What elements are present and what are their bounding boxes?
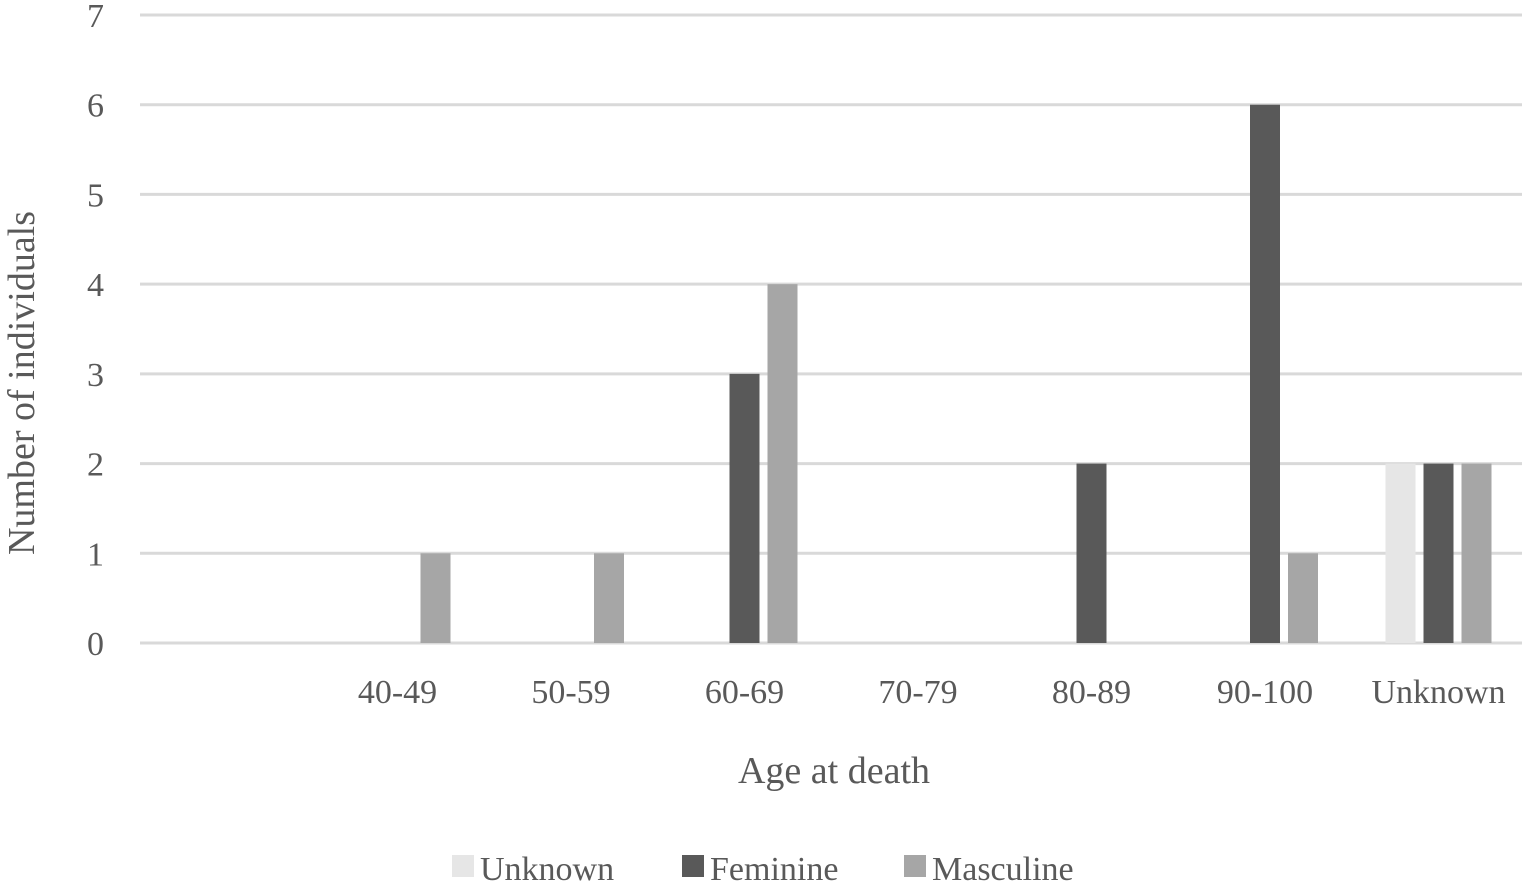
x-tick-label: 60-69 [705,674,784,711]
bar-feminine-Unknown [1423,463,1454,643]
bars [420,104,1492,643]
x-axis-ticks: 40-49 50-59 60-69 70-79 80-89 90-100 Unknown [358,674,1506,711]
x-axis-title: Age at death [738,750,930,792]
y-tick-label: 0 [87,626,104,663]
y-tick-label: 7 [87,0,104,35]
bar-masculine-90-100 [1288,553,1318,643]
bar-feminine-90-100 [1250,104,1280,643]
bar-feminine-80-89 [1076,463,1107,643]
legend: Unknown Feminine Masculine [452,851,1074,884]
bar-masculine-40-49 [420,553,451,643]
bar-masculine-60-69 [767,284,798,643]
legend-label-masculine: Masculine [932,851,1074,884]
y-tick-label: 6 [87,88,104,125]
x-tick-label: 90-100 [1217,674,1313,711]
y-tick-label: 5 [87,177,104,214]
y-tick-label: 4 [87,267,104,304]
y-axis-title: Number of individuals [1,211,43,555]
bar-masculine-50-59 [594,553,624,643]
gridlines [140,13,1522,645]
x-tick-label: 80-89 [1052,674,1131,711]
bar-feminine-60-69 [729,373,760,643]
bar-masculine-Unknown [1461,463,1492,643]
legend-label-unknown: Unknown [480,851,614,884]
y-tick-label: 3 [87,357,104,394]
x-tick-label: 70-79 [878,674,957,711]
legend-swatch-feminine [682,855,704,877]
legend-label-feminine: Feminine [710,851,838,884]
bar-unknown-Unknown [1385,463,1416,643]
y-tick-label: 2 [87,447,104,484]
x-tick-label: Unknown [1371,674,1505,711]
y-axis-ticks: 0 1 2 3 4 5 6 7 [87,0,104,663]
x-tick-label: 50-59 [531,674,610,711]
legend-swatch-masculine [904,855,926,877]
x-tick-label: 40-49 [358,674,437,711]
y-tick-label: 1 [87,536,104,573]
legend-swatch-unknown [452,855,474,877]
